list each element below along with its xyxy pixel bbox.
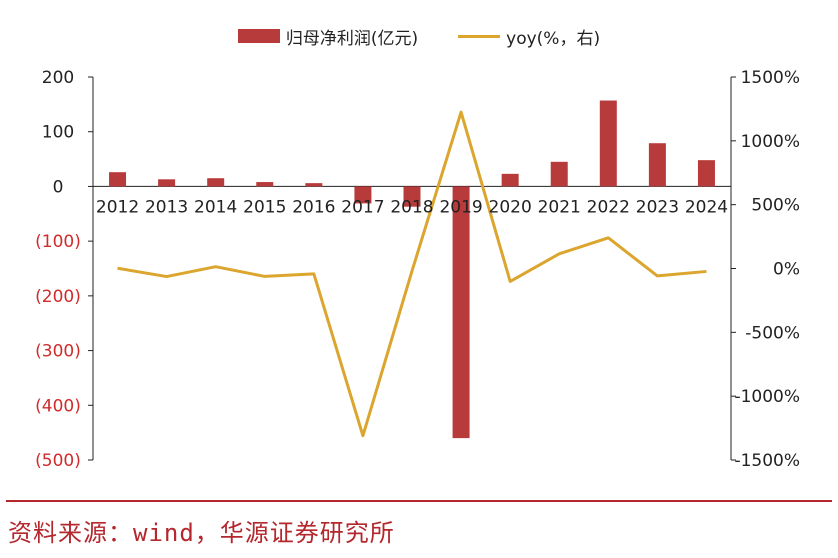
legend-line-label: yoy(%，右) xyxy=(506,28,601,49)
bar-2012 xyxy=(109,172,127,187)
x-tick-label: 2012 xyxy=(96,197,139,217)
yoy-line xyxy=(117,110,707,438)
left-axis-tick-label: 200 xyxy=(42,68,74,88)
legend-bar-swatch xyxy=(237,29,280,43)
bar-2020 xyxy=(501,173,519,187)
right-axis-tick-label: -500% xyxy=(745,323,800,343)
bar-2018 xyxy=(403,186,421,207)
x-tick-label: 2022 xyxy=(587,197,630,217)
bar-2019 xyxy=(452,186,470,439)
left-axis-tick-label: (100) xyxy=(35,232,81,252)
x-tick-label: 2024 xyxy=(685,197,728,217)
bar-2016 xyxy=(305,183,323,187)
x-tick-label: 2019 xyxy=(439,197,482,217)
axes-layer: 200 100 0 (100) (200) (300) (400) (500) 1500% 100… xyxy=(35,68,800,471)
right-axis-tick-label: 500% xyxy=(751,196,800,216)
legend-item-yoy: yoy(%，右) xyxy=(458,24,600,49)
legend-item-net-profit: 归母净利润(亿元) xyxy=(237,24,419,49)
right-axis-tick-label: 1500% xyxy=(741,68,800,88)
labels-layer: 2012 2013 2014 2015 2016 2017 2018 2019 2020 2021… xyxy=(96,197,728,217)
right-axis-tick-label: -1500% xyxy=(734,451,800,471)
line-layer xyxy=(117,110,707,438)
right-axis-tick-label: -1000% xyxy=(734,387,800,407)
bar-2024 xyxy=(697,160,715,187)
legend-bar-label: 归母净利润(亿元) xyxy=(285,28,419,49)
bar-2017 xyxy=(354,186,372,204)
x-tick-label: 2015 xyxy=(243,197,286,217)
left-axis-tick-label: (400) xyxy=(35,396,81,416)
bar-2021 xyxy=(550,161,568,187)
combo-chart: 200 100 0 (100) (200) (300) (400) (500) 1500% 100… xyxy=(35,68,800,471)
bar-2014 xyxy=(207,178,225,187)
x-tick-label: 2016 xyxy=(292,197,335,217)
x-tick-label: 2021 xyxy=(538,197,581,217)
left-axis-tick-label: (300) xyxy=(35,342,81,362)
left-axis-tick-label: 100 xyxy=(42,123,74,143)
footer-divider xyxy=(6,500,832,502)
x-tick-label: 2023 xyxy=(636,197,679,217)
legend-line-swatch xyxy=(458,34,501,38)
x-tick-label: 2013 xyxy=(145,197,188,217)
x-tick-label: 2014 xyxy=(194,197,237,217)
x-tick-label: 2018 xyxy=(390,197,433,217)
left-axis-tick-label: (500) xyxy=(35,451,81,471)
source-note: 资料来源：wind，华源证券研究所 xyxy=(8,519,395,547)
bar-2015 xyxy=(256,182,274,187)
right-axis-tick-label: 0% xyxy=(773,260,800,280)
bar-2013 xyxy=(158,179,176,187)
left-axis-tick-label: (200) xyxy=(35,287,81,307)
bar-2022 xyxy=(599,100,617,187)
right-axis-tick-label: 1000% xyxy=(741,132,800,152)
chart-legend: 归母净利润(亿元) yoy(%，右) xyxy=(0,22,838,50)
bars-layer xyxy=(109,100,715,439)
left-axis-tick-label: 0 xyxy=(53,177,64,197)
x-tick-label: 2020 xyxy=(489,197,532,217)
bar-2023 xyxy=(648,143,666,187)
x-tick-label: 2017 xyxy=(341,197,384,217)
